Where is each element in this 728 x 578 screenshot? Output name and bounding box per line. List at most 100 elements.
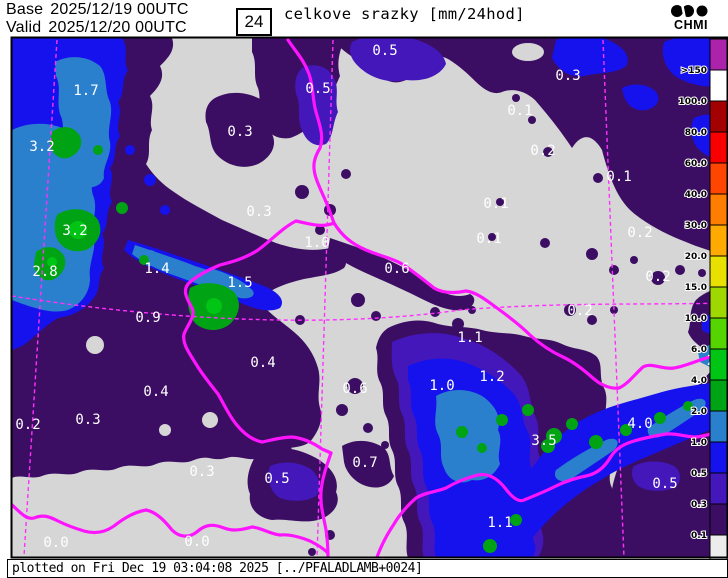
map-value-label: 3.5 bbox=[531, 433, 556, 449]
scale-segment bbox=[709, 348, 728, 381]
country-borders bbox=[12, 38, 728, 557]
map-value-label: 4.0 bbox=[627, 416, 652, 432]
meridian-line-west bbox=[23, 39, 58, 557]
map-value-label: 0.2 bbox=[15, 417, 40, 433]
map-value-label: 0.1 bbox=[606, 169, 631, 185]
map-value-label: 0.6 bbox=[342, 381, 367, 397]
scale-tick-label: 80.0 bbox=[685, 128, 707, 138]
map-value-label: 0.3 bbox=[246, 204, 271, 220]
meridian-line-center bbox=[316, 39, 334, 557]
map-value-label: 0.3 bbox=[75, 412, 100, 428]
scale-segment bbox=[709, 255, 728, 288]
map-value-label: 0.1 bbox=[507, 103, 532, 119]
map-value-label: 0.1 bbox=[476, 231, 501, 247]
map-value-label: 0.2 bbox=[627, 225, 652, 241]
base-value: 2025/12/19 00UTC bbox=[50, 1, 189, 18]
latitude-line bbox=[12, 295, 728, 321]
map-value-label: 1.2 bbox=[479, 369, 504, 385]
base-label: Base bbox=[6, 1, 44, 18]
map-value-label: 0.4 bbox=[143, 384, 168, 400]
map-value-label: 0.2 bbox=[530, 143, 555, 159]
map-value-label: 0.0 bbox=[184, 534, 209, 550]
scale-tick-label: 2.0 bbox=[691, 407, 707, 417]
scale-segment bbox=[709, 317, 728, 350]
map-value-label: 0.2 bbox=[567, 303, 592, 319]
valid-time-row: Valid 2025/12/20 00UTC bbox=[6, 19, 187, 37]
map-value-label: 0.3 bbox=[227, 124, 252, 140]
map-value-label: 0.5 bbox=[305, 81, 330, 97]
border-austria-southeast bbox=[375, 428, 728, 557]
scale-tick-label: 10.0 bbox=[685, 314, 707, 324]
scale-segment bbox=[709, 69, 728, 102]
map-value-label: 0.0 bbox=[43, 535, 68, 551]
map-value-label: 1.0 bbox=[304, 235, 329, 251]
map-value-label: 0.7 bbox=[352, 455, 377, 471]
scale-tick-label: 30.0 bbox=[685, 221, 707, 231]
scale-tick-label: 60.0 bbox=[685, 159, 707, 169]
map-value-label: 0.4 bbox=[250, 355, 275, 371]
footer-bar: plotted on Fri Dec 19 03:04:08 2025 [../… bbox=[7, 559, 728, 578]
footer-text: plotted on Fri Dec 19 03:04:08 2025 [../… bbox=[12, 561, 423, 576]
map-value-label: 2.8 bbox=[32, 264, 57, 280]
meridian-line-east bbox=[602, 39, 625, 557]
border-czechia-west bbox=[182, 219, 336, 455]
scale-segment bbox=[709, 410, 728, 443]
map-value-label: 1.1 bbox=[457, 330, 482, 346]
map-value-label: 0.1 bbox=[483, 196, 508, 212]
map-value-label: 0.6 bbox=[384, 261, 409, 277]
scale-segment bbox=[709, 193, 728, 226]
map-value-label: 3.2 bbox=[62, 223, 87, 239]
map-value-label: 0.5 bbox=[652, 476, 677, 492]
chmi-logo: CHMI bbox=[662, 4, 708, 32]
map-value-label: 1.4 bbox=[144, 261, 169, 277]
map-value-label: 0.2 bbox=[645, 269, 670, 285]
scale-tick-label: 100.0 bbox=[679, 97, 707, 107]
scale-tick-label: 4.0 bbox=[691, 376, 707, 386]
map-value-label: 0.9 bbox=[135, 310, 160, 326]
scale-tick-label: 15.0 bbox=[685, 283, 707, 293]
border-czechia-north bbox=[332, 221, 728, 390]
scale-segment bbox=[709, 131, 728, 164]
scale-segment bbox=[709, 286, 728, 319]
latlon-grid bbox=[12, 39, 728, 557]
color-scale: >150 100.0 80.0 60.0 40.0 30.0 20.0 15.0 10.0 6.0… bbox=[678, 38, 728, 567]
scale-tick-label: 20.0 bbox=[685, 252, 707, 262]
scale-segment bbox=[709, 441, 728, 474]
border-germany-austria bbox=[319, 451, 333, 557]
map-value-label: 1.1 bbox=[487, 515, 512, 531]
chmi-logo-text: CHMI bbox=[674, 18, 708, 32]
scale-segment bbox=[709, 162, 728, 195]
scale-tick-label: 1.0 bbox=[691, 438, 707, 448]
map-value-label: 0.3 bbox=[555, 68, 580, 84]
map-value-label: 0.5 bbox=[264, 471, 289, 487]
scale-segment bbox=[709, 379, 728, 412]
chmi-logo-icon bbox=[671, 4, 708, 19]
scale-segment bbox=[709, 38, 728, 71]
forecast-step-box: 24 bbox=[236, 8, 272, 36]
scale-segment bbox=[709, 100, 728, 133]
scale-tick-label: 6.0 bbox=[691, 345, 707, 355]
map-value-label: 1.7 bbox=[73, 83, 98, 99]
valid-value: 2025/12/20 00UTC bbox=[48, 19, 187, 36]
scale-tick-label: 0.3 bbox=[691, 500, 707, 510]
border-czechia-northwest bbox=[286, 38, 336, 225]
page-title: celkove srazky [mm/24hod] bbox=[284, 5, 525, 23]
scale-segment bbox=[709, 472, 728, 505]
scale-tick-label: 0.1 bbox=[691, 531, 707, 541]
precip-layer-2mm bbox=[34, 127, 693, 553]
map-value-label: 0.5 bbox=[372, 43, 397, 59]
scale-tick-label: 0.5 bbox=[691, 469, 707, 479]
scale-segment bbox=[709, 503, 728, 536]
scale-tick-label: >150 bbox=[681, 66, 707, 76]
scale-tick-label: 40.0 bbox=[685, 190, 707, 200]
map-value-label: 0.3 bbox=[189, 464, 214, 480]
map-value-label: 3.2 bbox=[29, 139, 54, 155]
scale-segment bbox=[709, 224, 728, 257]
map-value-label: 1.0 bbox=[429, 378, 454, 394]
base-time-row: Base 2025/12/19 00UTC bbox=[6, 1, 189, 19]
border-alps-west-east bbox=[12, 503, 330, 555]
valid-label: Valid bbox=[6, 19, 42, 36]
precip-layer-4mm bbox=[47, 221, 222, 314]
